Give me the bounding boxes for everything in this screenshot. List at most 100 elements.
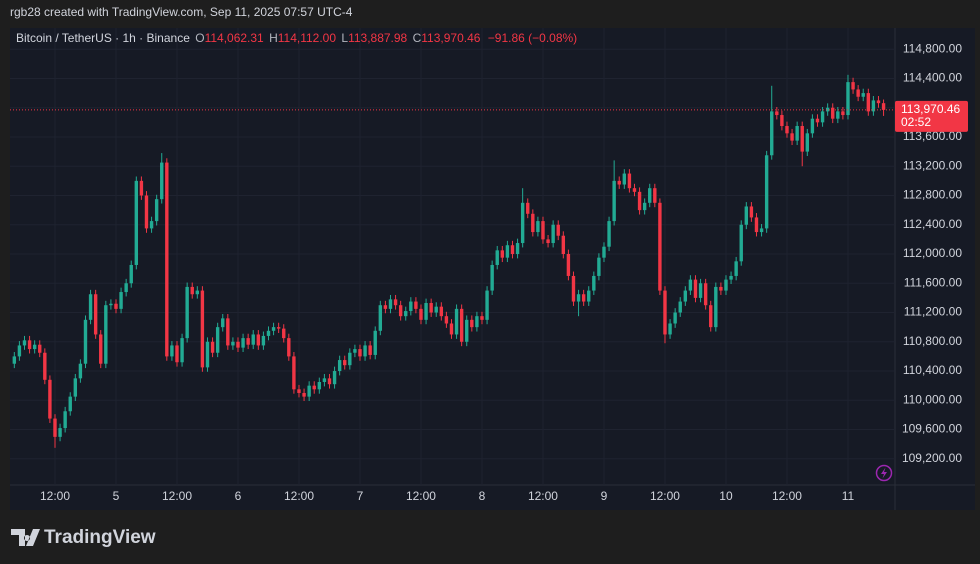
- x-tick-label: 12:00: [772, 489, 802, 503]
- candle-body: [622, 173, 627, 185]
- candle-body: [154, 199, 159, 222]
- x-tick-label: 12:00: [162, 489, 192, 503]
- candle-body: [866, 93, 871, 112]
- x-tick-label: 11: [842, 489, 855, 503]
- y-tick-label: 111,600.00: [904, 275, 963, 289]
- high-value: 114,112.00: [278, 31, 337, 45]
- candle-body: [485, 290, 489, 320]
- candle-body: [190, 286, 194, 295]
- candle-body: [465, 319, 469, 342]
- change: −91.86 (−0.08%): [488, 31, 577, 45]
- candle-body: [581, 294, 586, 302]
- y-tick-label: 114,400.00: [903, 71, 962, 85]
- candle-body: [27, 340, 32, 350]
- candle-body: [790, 133, 794, 141]
- candle-body: [688, 279, 693, 291]
- candle-body: [83, 319, 88, 364]
- candle-body: [770, 111, 774, 156]
- open-value: 114,062.31: [205, 31, 264, 45]
- candle-body: [368, 345, 372, 355]
- x-tick-label: 7: [357, 489, 364, 503]
- candle-body: [800, 126, 804, 152]
- candle-body: [287, 338, 291, 357]
- candle-body: [292, 356, 296, 390]
- candle-body: [119, 292, 123, 309]
- y-tick-label: 109,600.00: [902, 422, 962, 436]
- candle-body: [470, 319, 474, 328]
- candle-body: [653, 188, 657, 203]
- candle-body: [261, 335, 266, 346]
- candle-body: [500, 250, 505, 258]
- candle-body: [541, 221, 545, 240]
- y-tick-label: 112,400.00: [903, 217, 962, 231]
- candle-body: [698, 283, 703, 298]
- candle-body: [810, 118, 815, 134]
- candle-body: [393, 299, 398, 306]
- candle-body: [170, 345, 174, 357]
- x-tick-label: 12:00: [40, 489, 70, 503]
- candle-body: [876, 100, 881, 104]
- candle-body: [831, 107, 835, 119]
- candle-body: [17, 345, 22, 357]
- legend: Bitcoin / TetherUS · 1h · Binance O114,0…: [16, 31, 577, 45]
- x-tick-label: 12:00: [528, 489, 558, 503]
- candle-body: [312, 385, 316, 390]
- open-label: O: [195, 31, 204, 45]
- candle-body: [642, 202, 647, 211]
- low-label: L: [341, 31, 348, 45]
- logo-text: TradingView: [44, 527, 156, 548]
- candle-body: [282, 328, 286, 339]
- candle-body: [632, 188, 637, 192]
- last-price-label: 113,970.46: [901, 102, 960, 116]
- countdown: 02:52: [901, 115, 931, 129]
- candle-body: [454, 308, 459, 335]
- y-tick-label: 113,600.00: [903, 129, 962, 143]
- y-tick-label: 111,200.00: [904, 305, 963, 319]
- y-tick-label: 110,000.00: [903, 392, 962, 406]
- x-tick-label: 12:00: [406, 489, 436, 503]
- candle-body: [307, 385, 311, 397]
- candle-body: [566, 254, 571, 276]
- candle-body: [744, 206, 749, 225]
- x-tick-label: 5: [113, 489, 120, 503]
- x-tick-label: 10: [719, 489, 733, 503]
- candle-body: [780, 115, 784, 127]
- candle-body: [851, 82, 855, 90]
- candle-body: [531, 213, 535, 233]
- y-tick-label: 112,800.00: [903, 188, 962, 202]
- candle-body: [576, 294, 581, 302]
- candle-body: [78, 363, 83, 379]
- candle-body: [134, 180, 139, 265]
- candle-body: [815, 118, 820, 123]
- candle-body: [449, 323, 454, 335]
- candle-body: [592, 275, 596, 291]
- candle-body: [637, 191, 642, 211]
- candle-body: [32, 344, 37, 350]
- candle-body: [825, 107, 830, 112]
- candle-body: [195, 290, 200, 295]
- candle-body: [398, 305, 403, 317]
- candle-body: [221, 318, 225, 328]
- candle-body: [343, 360, 347, 366]
- candle-body: [231, 341, 235, 346]
- candle-body: [22, 340, 27, 346]
- candle-body: [587, 290, 591, 302]
- candle-body: [160, 162, 164, 200]
- candle-body: [602, 246, 606, 258]
- candles: [10, 74, 895, 448]
- candle-body: [734, 261, 738, 276]
- high-label: H: [269, 31, 278, 45]
- x-tick-label: 8: [479, 489, 486, 503]
- candle-body: [332, 371, 337, 385]
- candle-body: [409, 301, 413, 312]
- candle-body: [724, 279, 728, 291]
- candle-body: [383, 305, 388, 309]
- candle-body: [607, 221, 611, 247]
- candle-body: [129, 264, 133, 284]
- candle-body: [353, 349, 357, 353]
- candle-body: [205, 341, 210, 368]
- candle-body: [99, 334, 103, 364]
- candle-body: [505, 245, 510, 258]
- alert-icon[interactable]: [875, 464, 893, 482]
